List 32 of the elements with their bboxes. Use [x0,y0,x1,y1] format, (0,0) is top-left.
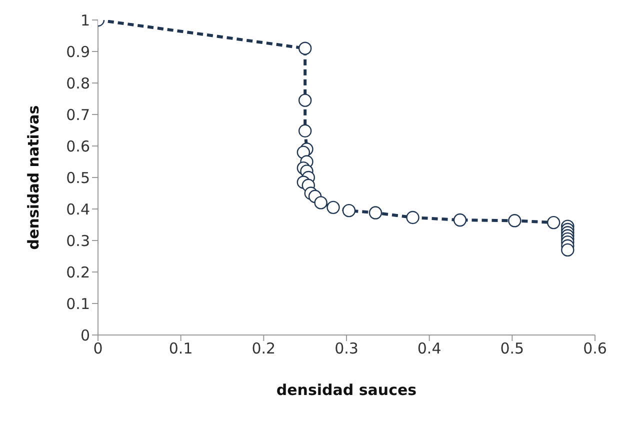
x-tick-label: 0.6 [583,340,607,358]
point [508,214,522,228]
y-tick-label: 1 [80,11,90,30]
y-tick-label: 0.3 [66,232,90,250]
y-tick-label: 0.9 [66,42,90,61]
point [546,216,560,230]
x-tick-label: 0.5 [500,340,524,358]
y-tick-label: 0.5 [66,168,90,187]
point [368,206,382,220]
y-tick-label: 0.1 [66,294,90,313]
point [298,124,312,138]
point [453,213,467,227]
point [298,42,312,55]
x-tick-label: 0 [93,340,103,358]
point [561,243,574,257]
point [342,204,356,218]
point [298,94,312,107]
y-tick-label: 0.2 [66,263,90,282]
x-tick-label: 0.3 [334,340,358,358]
y-tick-label: 0.8 [66,74,90,92]
y-axis-title: densidad nativas [24,105,42,250]
point [406,210,420,224]
y-tick-label: 0 [80,326,90,344]
point [314,196,328,210]
y-tick-label: 0.6 [66,137,90,156]
x-axis-title: densidad sauces [276,381,417,399]
x-tick-label: 0.1 [168,340,193,358]
y-tick-label: 0.4 [66,200,90,218]
x-tick-label: 0.2 [252,340,276,358]
x-tick-label: 0.4 [417,340,442,358]
y-tick-label: 0.7 [66,106,90,124]
point [326,200,340,214]
